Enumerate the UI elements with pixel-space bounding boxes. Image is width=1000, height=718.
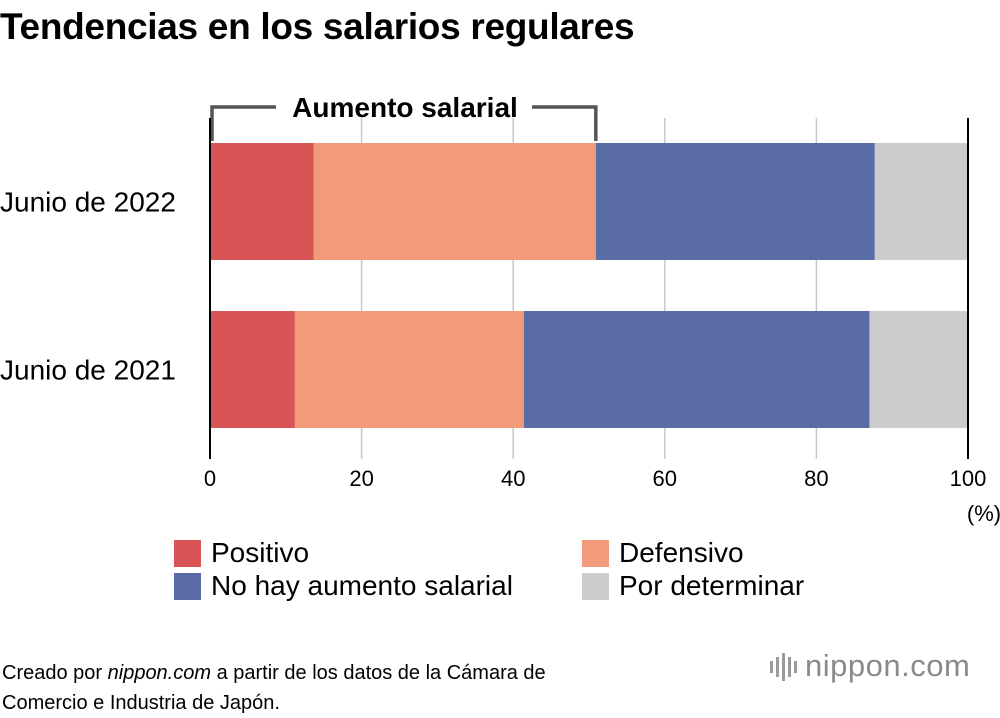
legend-swatch xyxy=(582,572,609,600)
source-note: Creado por nippon.com a partir de los da… xyxy=(2,658,722,718)
x-tick-label: 80 xyxy=(804,466,828,491)
legend-label: Defensivo xyxy=(619,537,744,568)
annotation-bracket: Aumento salarial xyxy=(210,92,598,141)
source-site: nippon.com xyxy=(107,662,212,684)
source-prefix: Creado por xyxy=(2,662,108,684)
legend-swatch xyxy=(582,539,609,567)
legend-label: Positivo xyxy=(211,537,310,568)
x-tick-label: 20 xyxy=(349,466,373,491)
bar-defensivo xyxy=(294,311,524,428)
stacked-bar-chart: Aumento salarial 0 20 40 60 80 100 (%) Junio d… xyxy=(0,92,1000,526)
bar-no-hay-aumento-salarial xyxy=(523,311,870,428)
legend-item-por-determinar: Por determinar xyxy=(582,570,804,602)
legend-item-positivo: Positivo xyxy=(174,537,309,569)
logo-text: nippon.com xyxy=(805,648,971,683)
legend-item-no-hay-aumento: No hay aumento salarial xyxy=(174,570,513,602)
x-tick-label: 40 xyxy=(501,466,525,491)
bar-por-determinar xyxy=(874,143,968,260)
category-label: Junio de 2021 xyxy=(0,355,176,386)
source-suffix: a partir de los datos de la Cámara de xyxy=(211,662,546,684)
x-unit-label: (%) xyxy=(967,501,1000,526)
legend-swatch xyxy=(174,539,201,567)
bracket-right xyxy=(532,105,598,141)
x-tick-label: 60 xyxy=(653,466,677,491)
bracket-left xyxy=(210,105,276,141)
bars xyxy=(210,143,968,428)
category-labels: Junio de 2022 Junio de 2021 xyxy=(0,187,176,386)
logo-mark-icon xyxy=(770,653,797,681)
x-tick-label: 100 xyxy=(950,466,987,491)
bar-por-determinar xyxy=(869,311,968,428)
nippon-logo: nippon.com xyxy=(769,648,970,684)
x-tick-label: 0 xyxy=(204,466,216,491)
legend-label: Por determinar xyxy=(619,570,805,601)
legend-item-defensivo: Defensivo xyxy=(582,537,744,569)
bar-positivo xyxy=(210,311,295,428)
chart-title: Tendencias en los salarios regulares xyxy=(0,6,635,47)
category-label: Junio de 2022 xyxy=(0,187,176,218)
legend-label: No hay aumento salarial xyxy=(211,570,513,601)
legend-swatch xyxy=(174,572,201,600)
annotation-label: Aumento salarial xyxy=(292,92,518,123)
bar-positivo xyxy=(210,143,314,260)
source-line2: Comercio e Industria de Japón. xyxy=(2,692,280,714)
bar-no-hay-aumento-salarial xyxy=(595,143,875,260)
bar-defensivo xyxy=(313,143,596,260)
x-axis: 0 20 40 60 80 100 (%) xyxy=(204,118,1000,526)
